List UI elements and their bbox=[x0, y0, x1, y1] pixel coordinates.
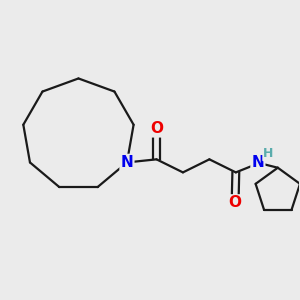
Text: N: N bbox=[121, 155, 133, 170]
Text: N: N bbox=[251, 154, 264, 169]
Text: O: O bbox=[150, 121, 163, 136]
Text: O: O bbox=[229, 195, 242, 210]
Text: H: H bbox=[263, 147, 274, 160]
